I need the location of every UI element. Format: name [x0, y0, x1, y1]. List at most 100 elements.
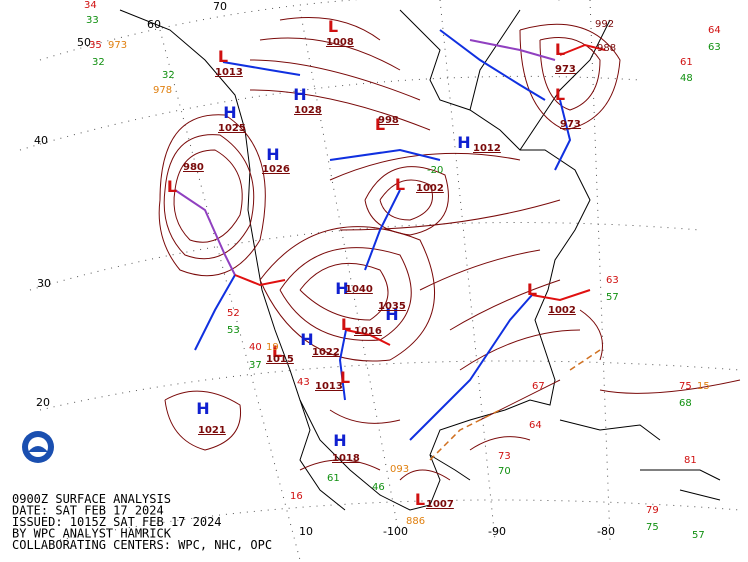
caption-line: DATE: SAT FEB 17 2024 — [12, 504, 164, 518]
pressure-center-value: 1015 — [266, 354, 294, 365]
pressure-center-value: 1012 — [473, 143, 501, 154]
coast-details — [299, 9, 721, 511]
isobar — [158, 114, 266, 277]
station-value: 093 — [390, 464, 409, 475]
pressure-center-letter: H — [293, 85, 306, 104]
pressure-center-letter: H — [223, 103, 236, 122]
caption-line: BY WPC ANALYST HAMRICK — [12, 527, 172, 541]
station-value: 68 — [679, 398, 692, 409]
pressure-center-letter: L — [395, 175, 405, 194]
caption-line: ISSUED: 1015Z SAT FEB 17 2024 — [12, 515, 222, 529]
station-value: 52 — [227, 308, 240, 319]
station-value: 32 — [92, 57, 105, 68]
station-value: 973 — [108, 40, 127, 51]
isobar — [163, 134, 255, 260]
pressure-center-value: 980 — [183, 162, 204, 173]
pressure-center-letter: L — [340, 368, 350, 387]
warm-front — [559, 43, 606, 56]
pressure-center-value: 1008 — [326, 37, 354, 48]
pressure-center-value: 973 — [560, 119, 581, 130]
continent-outline — [119, 9, 591, 511]
pressure-center-letter: L — [375, 115, 385, 134]
station-value: 978 — [153, 85, 172, 96]
warm-front — [345, 329, 391, 346]
station-value: 886 — [406, 516, 425, 527]
isobar — [164, 390, 242, 451]
pressure-center-value: 1026 — [262, 164, 290, 175]
pressure-center-value: 1002 — [416, 183, 444, 194]
latitude-label: 30 — [37, 277, 51, 290]
pressure-center-value: 1013 — [315, 381, 343, 392]
station-value: 57 — [606, 292, 619, 303]
latitude-label: 60 — [147, 18, 161, 31]
station-value: 46 — [372, 482, 385, 493]
station-value: 16 — [290, 491, 303, 502]
isobar — [299, 262, 389, 321]
pressure-center-letter: H — [457, 133, 470, 152]
pressure-center-value: 1016 — [354, 326, 382, 337]
fronts — [174, 29, 606, 461]
station-value: 48 — [680, 73, 693, 84]
longitude-label: -100 — [383, 525, 408, 538]
latitude-label: 10 — [299, 525, 313, 538]
pressure-center-letter: L — [218, 47, 228, 66]
pressure-center-value: 1002 — [548, 305, 576, 316]
station-value: 35 — [89, 40, 102, 51]
pressure-center-value: 973 — [555, 64, 576, 75]
occluded-front — [174, 189, 236, 276]
station-value: 61 — [680, 57, 693, 68]
pressure-center-letter: L — [272, 342, 282, 361]
occluded-front — [469, 39, 556, 61]
pressure-center-letter: H — [196, 399, 209, 418]
station-value: 43 — [297, 377, 310, 388]
station-value: 63 — [708, 42, 721, 53]
station-value: 32 — [162, 70, 175, 81]
station-value: 81 — [684, 455, 697, 466]
trough — [429, 349, 601, 461]
station-value: 64 — [708, 25, 721, 36]
station-value: 73 — [498, 451, 511, 462]
pressure-center-value: 1022 — [312, 347, 340, 358]
station-value: 79 — [646, 505, 659, 516]
coastlines — [119, 9, 721, 511]
cold-front — [409, 294, 533, 441]
warm-front — [531, 289, 591, 302]
station-value: 75 — [679, 381, 692, 392]
pressure-center-letter: L — [167, 177, 177, 196]
pressure-center-value: 1021 — [198, 425, 226, 436]
pressure-center-letter: H — [385, 305, 398, 324]
station-value: 57 — [692, 530, 705, 541]
station-value: 40 — [249, 342, 262, 353]
graticule — [19, 0, 741, 561]
pressure-center-value: 1028 — [294, 105, 322, 116]
isobar — [299, 309, 741, 481]
station-value: 992 — [595, 19, 614, 30]
station-value: -20 — [427, 165, 443, 176]
warm-front — [234, 274, 286, 287]
pressure-center-letter: H — [335, 279, 348, 298]
latitude-label: 20 — [36, 396, 50, 409]
isobar — [379, 179, 433, 221]
pressure-center-value: 1007 — [426, 499, 454, 510]
pressure-center-letter: L — [527, 280, 537, 299]
station-value: 61 — [327, 473, 340, 484]
latitude-label: 50 — [77, 36, 91, 49]
pressure-center-letter: H — [266, 145, 279, 164]
pressure-center-value: 1035 — [378, 301, 406, 312]
pressure-center-letter: H — [300, 330, 313, 349]
station-value: 64 — [529, 420, 542, 431]
cold-front — [329, 148, 441, 271]
cold-front — [222, 61, 347, 401]
isobar — [519, 23, 621, 131]
logo-bird — [28, 446, 48, 452]
pressure-center-value: 1013 — [215, 67, 243, 78]
station-value: 15 — [697, 381, 710, 392]
station-value: 19 — [266, 342, 279, 353]
latitude-label: 70 — [213, 0, 227, 13]
pressure-center-letter: H — [333, 431, 346, 450]
pressure-center-value: 1025 — [218, 123, 246, 134]
caption-line: COLLABORATING CENTERS: WPC, NHC, OPC — [12, 538, 272, 552]
